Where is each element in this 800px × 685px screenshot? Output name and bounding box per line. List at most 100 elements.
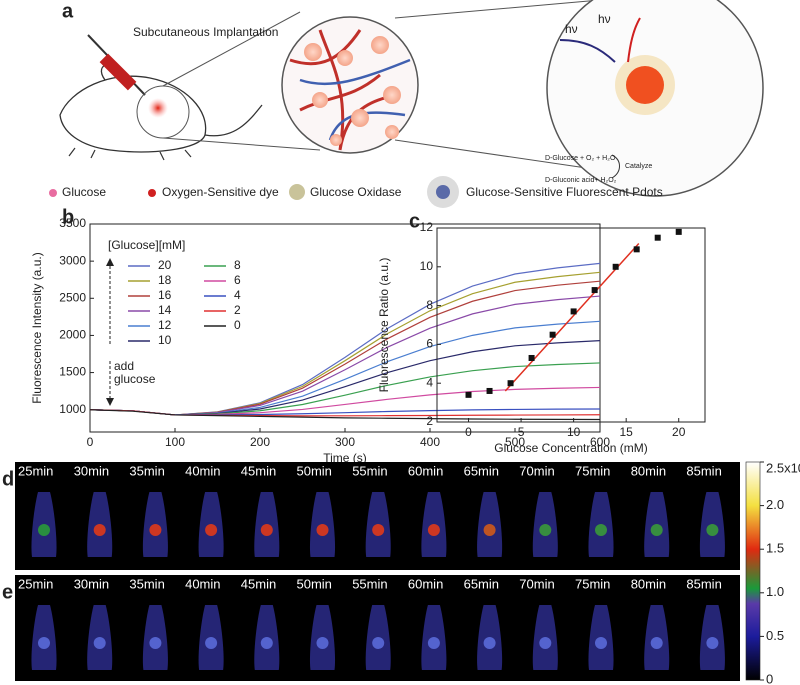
legend-label: 12 — [158, 318, 172, 332]
time-label: 55min — [352, 576, 387, 591]
legend-label: 16 — [158, 288, 172, 302]
mouse-image — [142, 605, 168, 670]
legend-label: 14 — [158, 303, 172, 317]
legend-label: 20 — [158, 258, 172, 272]
mouse-image — [699, 605, 725, 670]
annotation: Subcutaneous Implantation — [133, 25, 278, 39]
y-tick-label: 8 — [426, 298, 433, 312]
y-tick-label: 2500 — [59, 290, 86, 304]
mouse-image — [532, 605, 558, 670]
time-label: 25min — [18, 463, 53, 478]
y-tick-label: 1000 — [59, 402, 86, 416]
time-label: 80min — [631, 463, 666, 478]
legend-entry: Oxygen-Sensitive dye — [162, 185, 279, 199]
y-tick-label: 6 — [426, 337, 433, 351]
signal-spot — [539, 524, 552, 536]
time-label: 25min — [18, 576, 53, 591]
mouse-image — [198, 605, 224, 670]
panel-label: e — [2, 581, 13, 603]
mouse-image — [588, 605, 614, 670]
panel-label: c — [409, 210, 420, 232]
mouse-image — [254, 492, 280, 557]
mouse-image — [309, 492, 336, 557]
data-point — [528, 354, 535, 361]
colorbar-label: 0.5 — [766, 628, 784, 643]
y-axis-title: Fluorescence Intensity (a.u.) — [30, 252, 44, 403]
signal-spot — [372, 637, 385, 649]
time-label: 85min — [686, 576, 721, 591]
time-label: 45min — [241, 576, 276, 591]
time-label: 75min — [575, 576, 610, 591]
colorbar-label: 2.0 — [766, 497, 784, 512]
syringe — [99, 53, 137, 91]
zoom-lines-2 — [394, 0, 601, 171]
legend-label: 4 — [234, 288, 241, 302]
legend-label: 10 — [158, 333, 172, 347]
time-label: 85min — [686, 463, 721, 478]
x-axis-title: Time (s) — [323, 451, 367, 465]
x-tick-label: 400 — [420, 435, 440, 449]
mouse-image — [699, 492, 725, 557]
signal-spot — [316, 524, 329, 536]
colorbar-label: 1.5 — [766, 541, 784, 556]
colorbar — [745, 461, 761, 681]
hv-in: hν — [565, 22, 578, 36]
y-tick-label: 12 — [420, 220, 434, 234]
dye-icon — [148, 189, 156, 197]
series-line — [89, 386, 601, 416]
panel-a-art — [59, 0, 764, 197]
time-label: 35min — [129, 576, 164, 591]
signal-spot — [483, 637, 496, 649]
y-tick-label: 10 — [420, 259, 434, 273]
x-axis-title: Glucose Concentration (mM) — [494, 441, 647, 455]
data-point — [570, 308, 577, 315]
data-point — [591, 287, 598, 294]
signal-spot — [706, 524, 719, 536]
time-label: 30min — [74, 576, 109, 591]
x-tick-label: 0 — [87, 435, 94, 449]
time-label: 35min — [129, 463, 164, 478]
time-label: 65min — [464, 463, 499, 478]
reaction-arrow — [611, 154, 620, 179]
x-tick-label: 300 — [335, 435, 355, 449]
arrow-head — [106, 398, 114, 406]
panel-a-legend-icons — [49, 176, 459, 208]
x-tick-label: 200 — [250, 435, 270, 449]
signal-spot — [650, 524, 663, 536]
signal-spot — [706, 637, 719, 649]
legend-label: 0 — [234, 318, 241, 332]
mouse-image — [198, 492, 224, 557]
time-label: 60min — [408, 463, 443, 478]
reaction-text: D-Glucose + O₂ + H₂O — [545, 155, 616, 162]
x-tick-label: 600 — [590, 435, 610, 449]
signal-spot — [149, 524, 162, 536]
implant-spot — [148, 98, 168, 118]
mouse-image — [87, 492, 113, 557]
data-point — [549, 331, 556, 338]
hv-out: hν — [598, 12, 611, 26]
mouse-image — [477, 605, 503, 670]
signal-spot — [205, 637, 218, 649]
data-point — [486, 387, 493, 394]
mouse-image — [477, 492, 503, 557]
data-point — [675, 228, 682, 235]
time-label: 50min — [297, 576, 332, 591]
mouse-image — [87, 605, 113, 670]
mouse-legs — [68, 147, 192, 161]
mouse-image — [644, 492, 670, 557]
y-tick-label: 2 — [426, 414, 433, 428]
legend-entry: Glucose Oxidase — [310, 185, 402, 199]
x-tick-label: 0 — [465, 425, 472, 439]
mouse-image — [254, 605, 280, 670]
time-label: 30min — [74, 463, 109, 478]
legend-entry: Glucose-Sensitive Fluorescent Pdots — [466, 185, 663, 199]
glucose-icon — [49, 189, 57, 197]
signal-spot — [38, 524, 50, 536]
mouse-image — [532, 492, 558, 557]
mouse-tail — [204, 104, 263, 137]
y-tick-label: 1500 — [59, 365, 86, 379]
x-tick-label: 100 — [165, 435, 185, 449]
emission-arrow — [627, 17, 641, 63]
